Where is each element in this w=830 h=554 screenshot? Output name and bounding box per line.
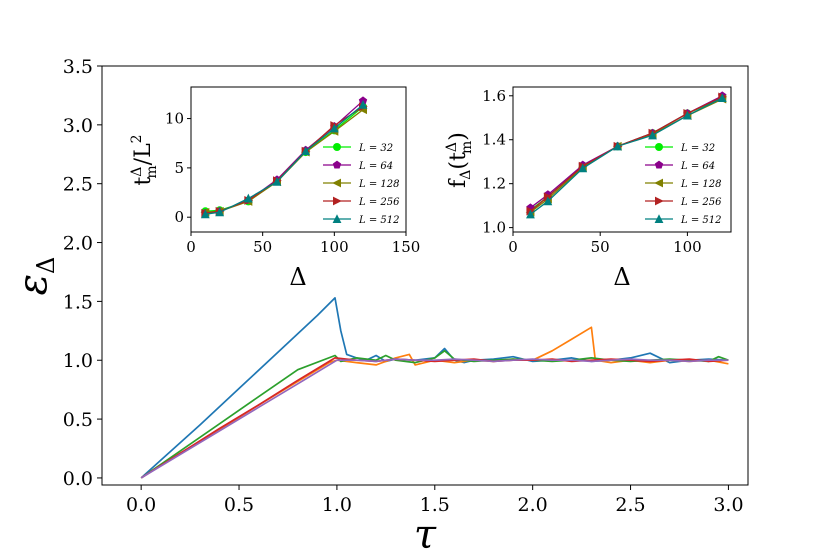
inset_left-data-point [243, 193, 253, 203]
inset_left-data-point [301, 146, 311, 156]
inset_right-legend-label: L = 512 [680, 215, 721, 226]
inset_left-y-tick-label: 10 [165, 110, 184, 128]
inset_left-series-4 [200, 99, 368, 219]
inset_right-data-point [526, 209, 535, 219]
inset_right-legend-label: L = 128 [680, 179, 721, 190]
inset_right-legend-label: L = 64 [680, 161, 715, 172]
main-series-line-blue [140, 297, 729, 479]
inset_right-legend-marker [654, 214, 664, 223]
inset_left-legend-label: L = 128 [358, 179, 399, 190]
main-x-tick-label: 1.5 [420, 494, 450, 516]
main-x-axis-label: τ [414, 512, 437, 554]
inset_left-data-point [215, 207, 225, 217]
inset_right-data-point [717, 93, 727, 102]
inset_left-y-axis-label: tΔm/L2 [129, 134, 160, 185]
inset_right-x-axis-label: Δ [613, 263, 630, 291]
inset_left-legend-marker [333, 196, 342, 206]
inset_right-legend-marker [655, 143, 663, 151]
inset_right-legend-item: L = 512 [645, 214, 721, 226]
inset_left-legend-item: L = 256 [323, 196, 400, 208]
inset_left-x-tick-label: 100 [320, 238, 349, 256]
main-x-tick-label: 1.0 [322, 494, 352, 516]
main-y-tick-label: 2.0 [63, 233, 93, 255]
inset_right-data-point [683, 110, 692, 120]
main-chart: 0.0 0.5 1.0 1.5 2.0 2.5 3.0 0.0 0.5 1.0 1.5 2.0 2.5 3… [10, 56, 749, 554]
inset_right-legend-marker [654, 160, 664, 169]
inset_left-legend-label: L = 256 [358, 197, 400, 208]
inset_left-x-tick-label: 0 [186, 238, 196, 256]
inset_right-data-point [613, 141, 623, 151]
inset_right-legend-item: L = 32 [645, 143, 715, 154]
inset_right-legend: L = 32 L = 64 L = 128 L = 256 L = 512 [645, 143, 722, 226]
inset_right-series-4 [526, 93, 727, 219]
main-series-line-green [140, 349, 729, 479]
main-series-line-orange [140, 326, 729, 479]
inset_left-data-point [272, 176, 282, 186]
inset_left-legend-item: L = 32 [323, 143, 393, 154]
main-y-tick-label: 0.5 [63, 409, 93, 431]
inset_left-legend-marker [332, 214, 342, 223]
inset_right-data-point [578, 163, 588, 173]
inset_right-x-tick-label: 100 [673, 238, 702, 256]
inset_left-legend-marker [332, 178, 341, 188]
inset_left-legend-label: L = 512 [358, 215, 399, 226]
inset_right-data-point [543, 196, 553, 206]
inset_right-legend-marker [654, 178, 663, 188]
inset_left-legend-item: L = 512 [323, 214, 399, 226]
main-y-tick-label: 1.0 [63, 350, 93, 372]
inset_left-y-tick-label: 5 [174, 159, 184, 177]
main-y-tick-label: 3.0 [63, 115, 93, 137]
inset_right-data-point [648, 130, 657, 140]
inset_left-data-point [200, 209, 210, 219]
inset_right-frame [512, 86, 732, 233]
main-y-tick-label: 2.5 [63, 174, 93, 196]
inset_right-legend-marker [655, 196, 664, 206]
inset_right-legend-item: L = 64 [645, 160, 715, 172]
main-x-tick-label: 0.0 [126, 494, 156, 516]
inset_left-legend: L = 32 L = 64 L = 128 L = 256 L = 512 [323, 143, 400, 226]
inset_left-legend-item: L = 64 [323, 160, 393, 172]
inset_right-x-tick-label: 50 [591, 238, 610, 256]
inset_right-x-tick-label: 0 [508, 238, 518, 256]
main-y-tick-label: 0.0 [63, 468, 93, 490]
main-y-tick-label: 1.5 [63, 291, 93, 313]
inset_left-legend-marker [333, 143, 341, 151]
inset_right-y-tick-label: 1.6 [482, 87, 506, 105]
inset_left-y-tick-label: 0 [174, 208, 184, 226]
main-x-tick-label: 2.0 [518, 494, 548, 516]
inset_right-legend-label: L = 256 [680, 197, 722, 208]
main-plot-frame [101, 65, 749, 486]
inset_right-background [513, 87, 731, 232]
inset_left-x-axis-label: Δ [289, 263, 306, 291]
inset_left-legend-marker [332, 160, 342, 169]
inset_right-y-tick-label: 1.0 [482, 219, 506, 237]
main-x-tick-label: 2.5 [615, 494, 645, 516]
main-y-tick-label: 3.5 [63, 56, 93, 78]
inset_left-frame [190, 86, 407, 233]
inset_right-legend-item: L = 128 [645, 178, 721, 190]
inset_right-y-axis-label: fΔ(tΔm) [444, 132, 475, 188]
main-x-tick-label: 0.5 [224, 494, 254, 516]
inset_left-data-point [329, 123, 339, 133]
main-series-group [140, 297, 729, 479]
inset_left-data-point [358, 99, 368, 109]
main-x-tick-label: 3.0 [713, 494, 743, 516]
inset_left-legend-item: L = 128 [323, 178, 399, 190]
inset_left-x-tick-label: 150 [392, 238, 421, 256]
inset_left-legend-label: L = 64 [358, 161, 393, 172]
inset_left-legend-label: L = 32 [358, 143, 393, 154]
main-series-line-purple [140, 358, 729, 479]
inset_right-y-tick-label: 1.2 [482, 175, 506, 193]
inset_right-legend-item: L = 256 [645, 196, 722, 208]
inset_left-x-tick-label: 50 [253, 238, 272, 256]
main-y-axis-label: εΔ [10, 257, 60, 296]
inset_right-legend-label: L = 32 [680, 143, 715, 154]
inset_right-data-point [543, 192, 553, 202]
inset_right-y-tick-label: 1.4 [482, 131, 506, 149]
